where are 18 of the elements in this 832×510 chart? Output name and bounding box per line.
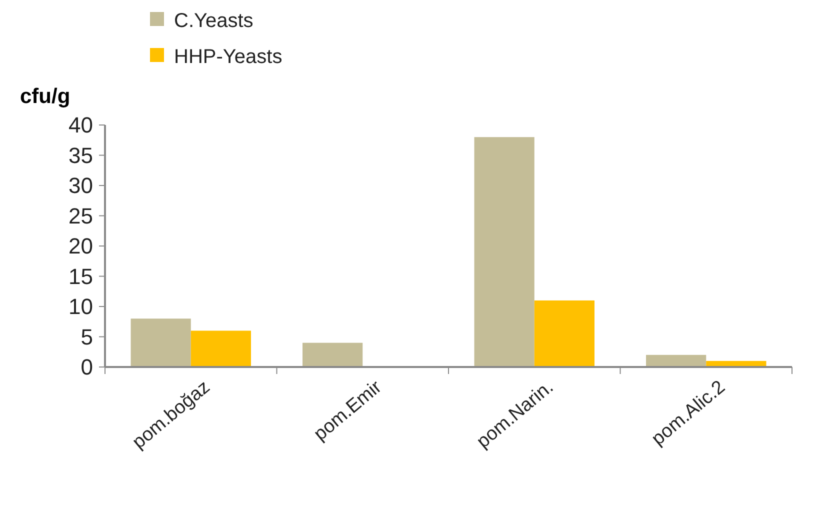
legend-label: C.Yeasts <box>174 10 254 32</box>
y-tick-label: 40 <box>68 112 93 138</box>
y-axis-title: cfu/g <box>20 85 70 108</box>
y-tick-label: 5 <box>80 324 93 350</box>
y-tick-label: 30 <box>68 173 93 198</box>
y-tick-label: 25 <box>68 203 93 228</box>
bar <box>646 354 706 367</box>
bar <box>302 342 363 367</box>
bar <box>474 137 534 367</box>
y-tick-label: 10 <box>68 294 93 320</box>
bar <box>190 330 251 367</box>
y-tick-label: 15 <box>68 264 93 289</box>
bar <box>130 318 191 367</box>
bar <box>534 300 594 367</box>
y-tick-label: 20 <box>68 234 93 259</box>
y-tick-label: 0 <box>80 354 93 380</box>
legend-label: HHP-Yeasts <box>174 46 282 68</box>
y-tick-label: 35 <box>68 142 93 168</box>
